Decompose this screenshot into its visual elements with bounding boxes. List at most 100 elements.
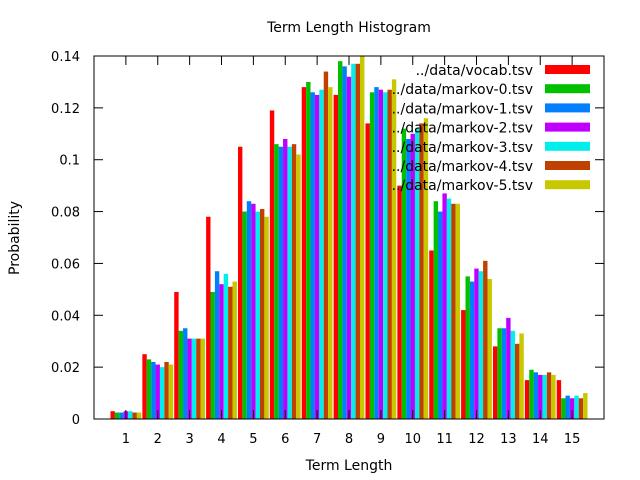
legend-label-4: ../data/markov-3.tsv <box>392 140 533 156</box>
bar-series-1-cat-10 <box>401 128 407 419</box>
bar-series-2-cat-6 <box>278 146 284 419</box>
bar-series-4-cat-9 <box>383 92 388 420</box>
bar-series-1-cat-7 <box>306 81 311 420</box>
bar-series-0-cat-1 <box>110 411 115 419</box>
bar-series-0-cat-8 <box>333 94 338 419</box>
legend-label-0: ../data/vocab.tsv <box>416 63 533 79</box>
bar-series-2-cat-5 <box>246 201 252 419</box>
bar-series-2-cat-4 <box>214 271 220 419</box>
bar-series-1-cat-1 <box>114 412 120 419</box>
bar-series-0-cat-2 <box>142 354 147 419</box>
bar-series-2-cat-7 <box>310 92 315 420</box>
x-tick-label: 5 <box>249 432 257 447</box>
bar-series-5-cat-14 <box>546 372 552 419</box>
legend-label-1: ../data/markov-0.tsv <box>392 82 533 98</box>
y-tick-label: 0.14 <box>51 50 80 65</box>
bar-series-6-cat-1 <box>136 412 142 419</box>
bar-series-5-cat-10 <box>419 123 424 419</box>
bar-series-4-cat-5 <box>255 211 260 419</box>
legend-swatch-0 <box>545 65 590 74</box>
bar-series-6-cat-4 <box>232 281 237 419</box>
bar-series-0-cat-3 <box>174 291 179 419</box>
bar-series-1-cat-8 <box>338 61 343 419</box>
bar-series-2-cat-8 <box>342 66 347 420</box>
bar-series-6-cat-9 <box>391 79 397 419</box>
bar-series-3-cat-15 <box>569 398 575 419</box>
bar-series-5-cat-12 <box>483 260 488 419</box>
bar-series-0-cat-14 <box>524 380 530 419</box>
x-tick-label: 12 <box>468 432 485 447</box>
legend-swatch-4 <box>545 141 590 151</box>
bar-series-6-cat-13 <box>519 333 524 419</box>
bar-series-5-cat-7 <box>323 71 329 419</box>
bar-series-0-cat-11 <box>429 250 434 419</box>
y-tick-label: 0.08 <box>51 206 80 221</box>
bar-series-2-cat-2 <box>151 361 156 419</box>
bar-series-6-cat-10 <box>423 118 429 419</box>
bar-series-4-cat-14 <box>542 374 547 419</box>
bar-series-6-cat-14 <box>551 374 556 419</box>
bar-series-0-cat-4 <box>206 216 211 419</box>
bar-series-5-cat-15 <box>578 398 584 419</box>
bar-series-3-cat-2 <box>155 364 160 419</box>
bar-series-2-cat-1 <box>119 412 124 419</box>
bar-series-0-cat-12 <box>461 310 466 419</box>
bar-series-0-cat-9 <box>365 123 370 419</box>
legend-label-6: ../data/markov-5.tsv <box>392 178 533 194</box>
bar-series-6-cat-6 <box>296 154 301 419</box>
bar-series-1-cat-13 <box>497 328 502 419</box>
bar-series-3-cat-6 <box>283 138 288 419</box>
bar-series-1-cat-9 <box>369 92 375 420</box>
x-tick-label: 3 <box>185 432 193 447</box>
bar-series-2-cat-3 <box>183 328 188 419</box>
bar-series-6-cat-5 <box>264 216 269 419</box>
bar-series-0-cat-7 <box>301 87 307 420</box>
bar-series-0-cat-13 <box>492 346 498 419</box>
bar-series-4-cat-6 <box>287 146 292 419</box>
bar-series-3-cat-9 <box>378 89 384 420</box>
bar-series-2-cat-10 <box>406 138 411 419</box>
bar-series-4-cat-1 <box>128 411 133 419</box>
bar-series-2-cat-9 <box>374 87 379 420</box>
bar-series-4-cat-13 <box>510 330 515 419</box>
bar-series-6-cat-11 <box>455 203 461 419</box>
bar-series-4-cat-3 <box>191 338 197 419</box>
y-tick-label: 0.02 <box>51 361 80 376</box>
bars-layer <box>110 56 588 420</box>
bar-series-5-cat-13 <box>514 343 520 419</box>
bar-series-5-cat-4 <box>228 286 233 419</box>
y-tick-label: 0.04 <box>51 309 80 324</box>
x-tick-label: 7 <box>313 432 321 447</box>
bar-series-6-cat-12 <box>487 278 492 419</box>
bar-series-2-cat-14 <box>533 372 539 419</box>
x-tick-label: 6 <box>281 432 289 447</box>
bar-series-3-cat-11 <box>442 193 447 419</box>
bar-series-2-cat-13 <box>501 328 507 419</box>
x-tick-label: 9 <box>377 432 385 447</box>
bar-series-1-cat-4 <box>210 291 215 419</box>
x-tick-label: 8 <box>345 432 353 447</box>
legend-label-5: ../data/markov-4.tsv <box>392 159 533 175</box>
bar-series-2-cat-12 <box>469 281 475 419</box>
bar-series-0-cat-10 <box>397 185 402 419</box>
y-tick-label: 0.12 <box>51 102 80 117</box>
bar-series-0-cat-6 <box>269 110 275 419</box>
legend-swatch-1 <box>545 84 590 94</box>
bar-series-1-cat-12 <box>465 276 470 419</box>
bar-series-3-cat-13 <box>506 317 511 419</box>
x-tick-label: 10 <box>404 432 421 447</box>
bar-series-3-cat-4 <box>219 284 224 419</box>
bar-series-6-cat-8 <box>360 56 365 419</box>
x-tick-label: 11 <box>436 432 453 447</box>
y-tick-label: 0 <box>72 413 80 428</box>
bar-series-6-cat-15 <box>583 393 588 419</box>
y-axis-title: Probability <box>7 201 23 275</box>
bar-series-3-cat-5 <box>251 203 256 419</box>
bar-series-6-cat-3 <box>200 338 206 419</box>
bar-series-2-cat-15 <box>565 395 570 419</box>
axes-layer: 00.020.040.060.080.10.120.141 2 3 4 5 6 7 8 9 10 1… <box>51 50 605 447</box>
bar-series-5-cat-3 <box>196 338 201 419</box>
bar-series-4-cat-8 <box>351 63 356 419</box>
bar-series-1-cat-11 <box>433 201 439 419</box>
x-tick-label: 4 <box>217 432 225 447</box>
